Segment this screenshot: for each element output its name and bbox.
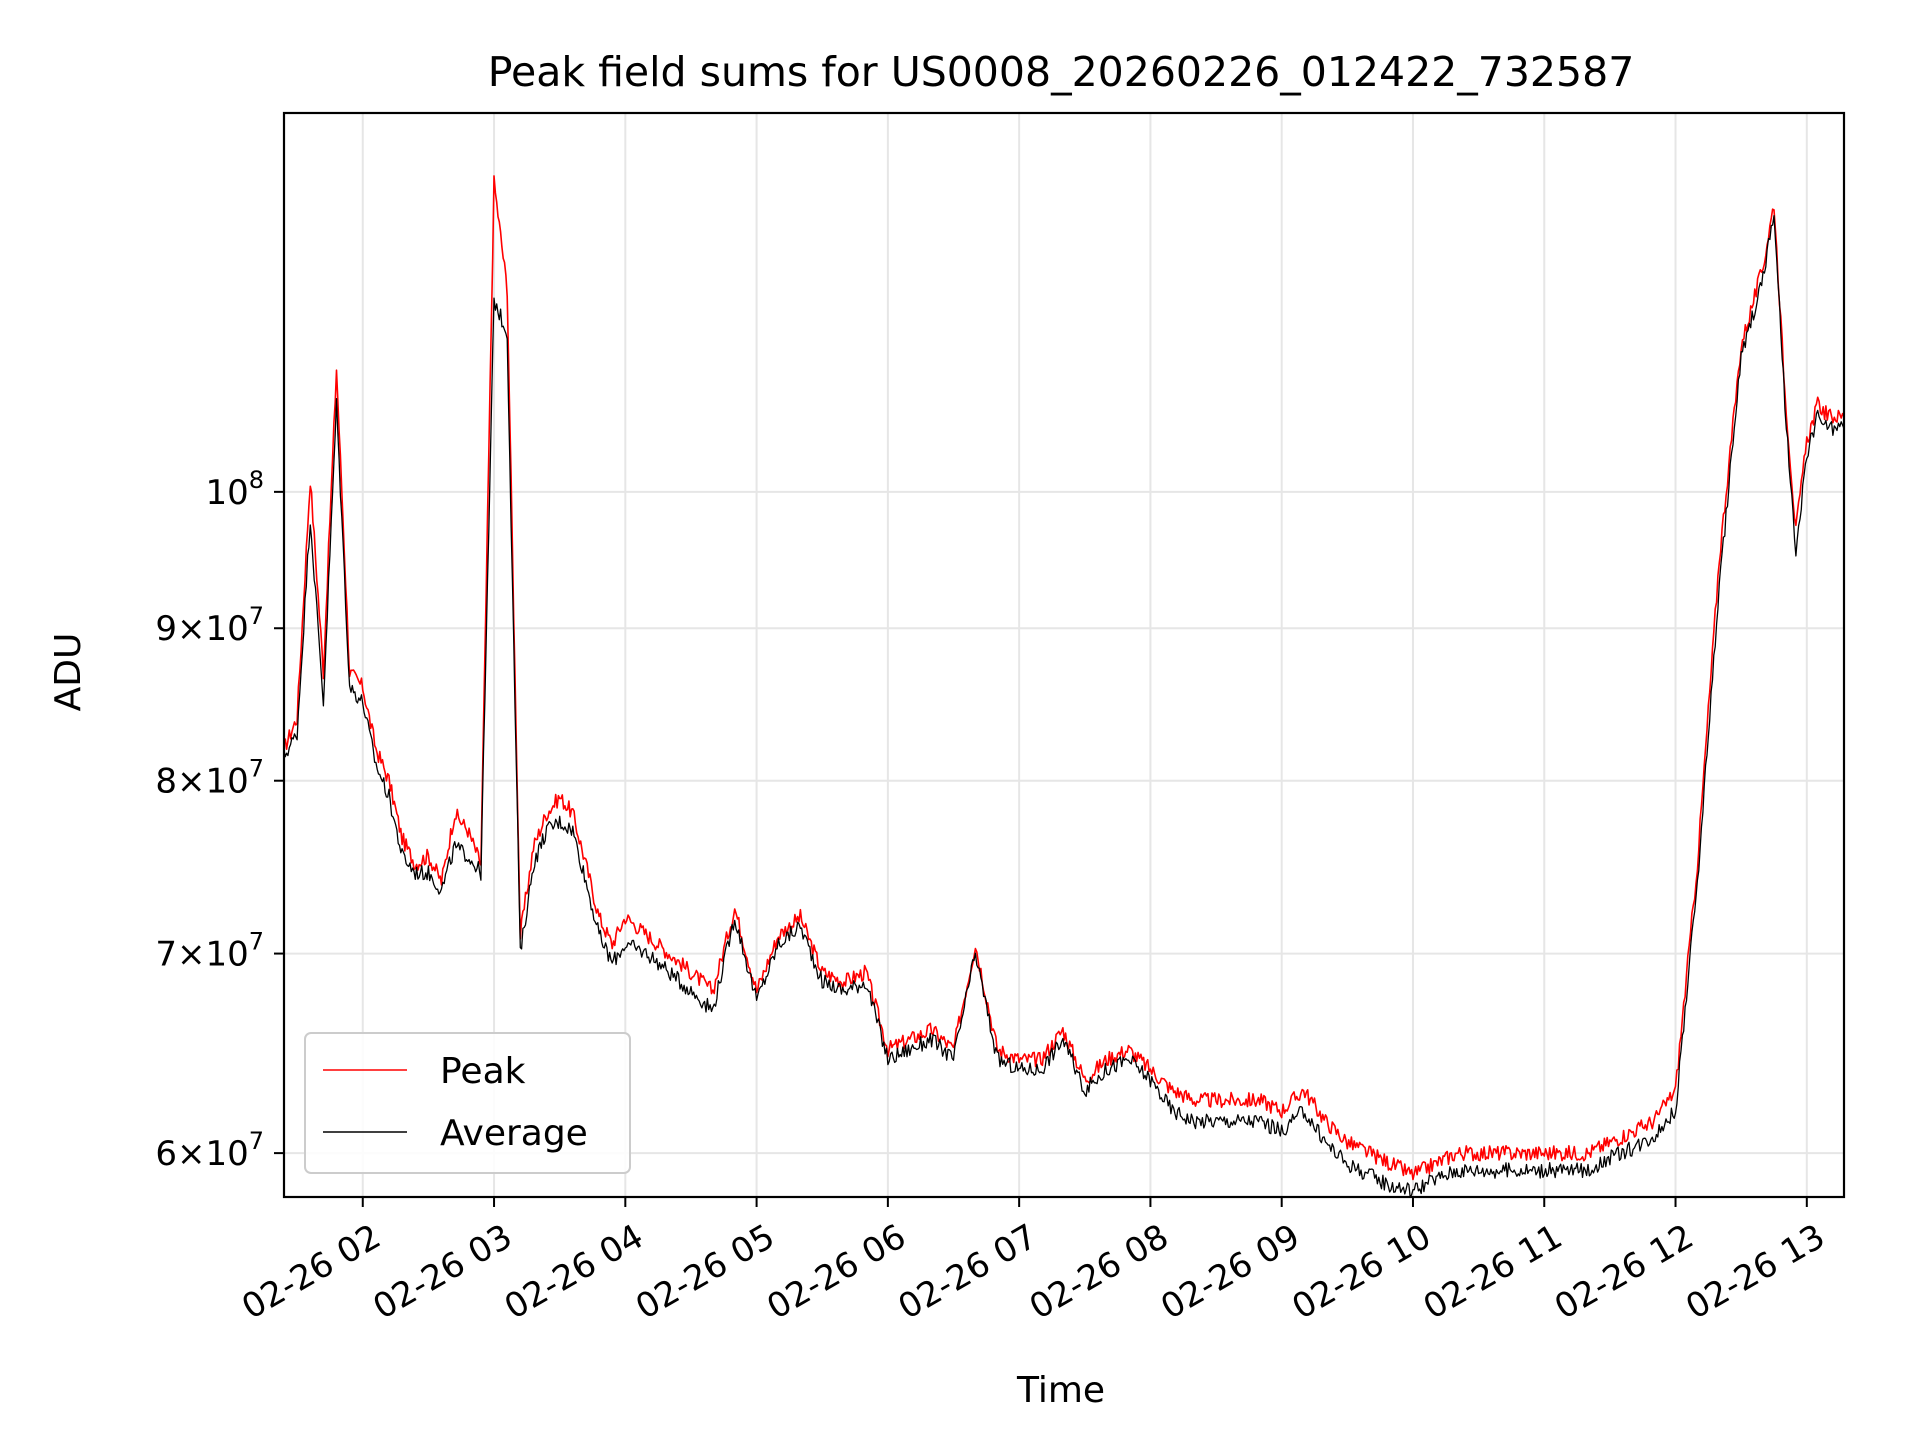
x-axis-label: Time [1016, 1370, 1105, 1411]
chart-title: Peak field sums for US0008_20260226_0124… [488, 48, 1635, 96]
y-axis-label: ADU [48, 633, 89, 712]
legend: Peak Average [304, 1032, 631, 1174]
y-tick-label: 8×107 [155, 755, 264, 802]
legend-label-peak: Peak [440, 1051, 526, 1092]
series-layer [284, 175, 1844, 1197]
series-line-average [284, 214, 1844, 1197]
grid [284, 113, 1844, 1197]
y-tick-label: 7×107 [155, 928, 264, 975]
y-tick-label: 6×107 [155, 1127, 264, 1174]
legend-label-average: Average [440, 1113, 588, 1154]
y-tick-label: 108 [205, 466, 264, 513]
y-axis: 6×107 7×107 8×107 9×107 108 [155, 466, 284, 1174]
legend-box [304, 1032, 631, 1174]
series-line-peak [284, 175, 1844, 1181]
y-tick-label: 9×107 [155, 602, 264, 649]
axes-frame [282, 111, 1846, 1199]
